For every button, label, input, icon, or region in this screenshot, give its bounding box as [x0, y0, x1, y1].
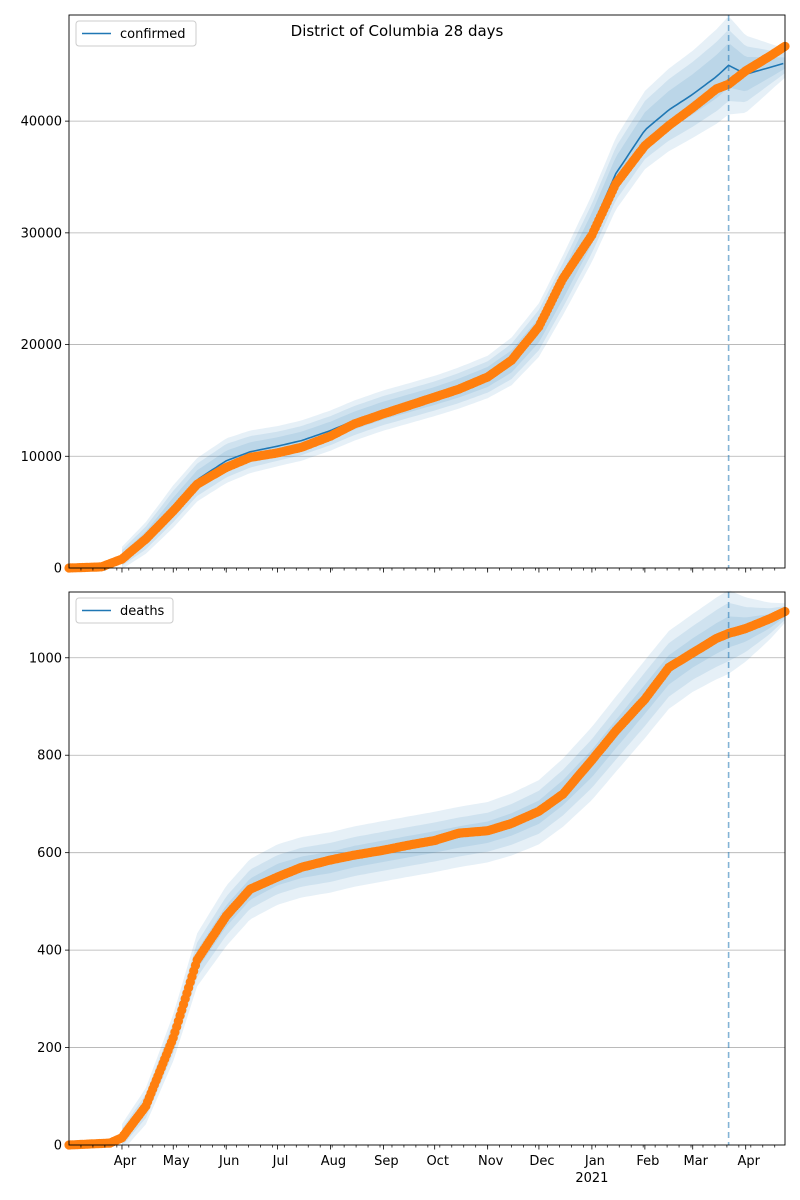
x-tick-label: Nov [478, 1154, 504, 1169]
x-tick-label: Jul [272, 1154, 289, 1169]
axes-frame [68, 591, 786, 1146]
y-tick-label: 800 [37, 749, 62, 764]
axes-frame [68, 14, 786, 569]
x-year-label: 2021 [575, 1171, 608, 1186]
x-tick-label: Sep [374, 1154, 399, 1169]
y-tick-label: 400 [37, 944, 62, 959]
x-tick-label: Apr [114, 1154, 137, 1169]
legend-box [75, 597, 174, 624]
x-tick-label: Mar [683, 1154, 708, 1169]
y-tick-label: 600 [37, 846, 62, 861]
plot-area [69, 15, 785, 568]
x-tick-label: Jan [584, 1154, 605, 1169]
uncertainty-band-mid [122, 603, 785, 1145]
x-tick-label: Feb [636, 1154, 659, 1169]
y-tick-label: 20000 [21, 338, 62, 353]
legend-box [75, 20, 197, 47]
uncertainty-band-mid [122, 31, 785, 566]
x-tick-label: Aug [321, 1154, 346, 1169]
plot-area [69, 592, 785, 1145]
y-tick-label: 0 [54, 562, 62, 577]
legend-label: deaths [120, 604, 165, 619]
deaths-panel: 0 200 400 600 800 1000 Apr May Jun Jul Aug Sep Oct No… [29, 590, 790, 1186]
y-tick-label: 0 [54, 1139, 62, 1154]
y-tick-label: 10000 [21, 450, 62, 465]
y-tick-label: 1000 [29, 651, 62, 666]
confirmed-panel: 0 10000 20000 30000 40000 confirmed [21, 14, 790, 577]
x-tick-label: Jun [218, 1154, 239, 1169]
x-tick-label: Dec [529, 1154, 554, 1169]
y-tick-label: 30000 [21, 226, 62, 241]
uncertainty-band-inner [122, 609, 785, 1143]
y-tick-label: 40000 [21, 115, 62, 130]
uncertainty-band-outer [122, 18, 785, 568]
x-tick-label: Oct [426, 1154, 448, 1169]
chart-title: District of Columbia 28 days [291, 22, 504, 40]
legend-label: confirmed [120, 27, 186, 42]
x-tick-label: Apr [737, 1154, 760, 1169]
x-tick-label: May [163, 1154, 190, 1169]
y-tick-label: 200 [37, 1041, 62, 1056]
